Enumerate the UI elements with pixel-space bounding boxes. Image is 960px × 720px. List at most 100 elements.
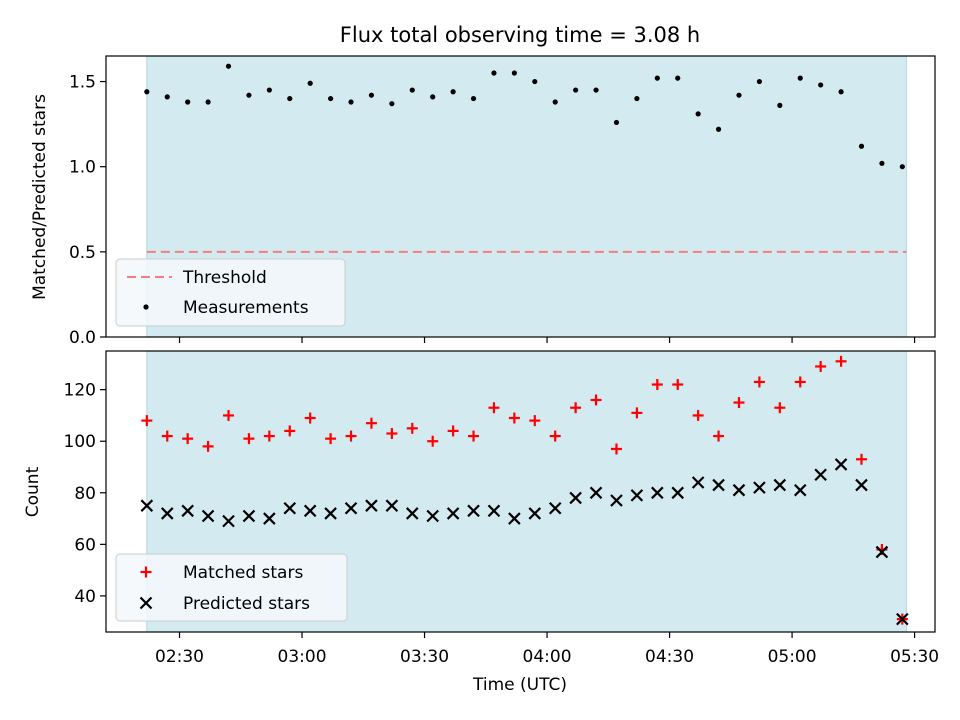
chart-title: Flux total observing time = 3.08 h	[340, 23, 700, 47]
measurement-point	[695, 111, 701, 117]
matched-star-point	[753, 376, 765, 388]
measurement-point	[634, 95, 640, 102]
measurement-point	[246, 92, 252, 98]
legend-measurements-swatch	[143, 304, 149, 310]
predicted-star-point	[385, 499, 399, 512]
matched-star-point	[672, 379, 684, 391]
matched-star-point	[447, 425, 459, 437]
top-legend-box	[115, 258, 346, 327]
top-legend: Threshold Measurements	[115, 258, 346, 327]
matched-star-point	[508, 412, 520, 424]
top-y-tick-label: 0.5	[69, 243, 96, 263]
top-y-tick-label: 1.5	[69, 73, 96, 93]
predicted-star-point	[610, 494, 623, 507]
top-y-tick-label: 1.0	[69, 158, 96, 178]
predicted-star-point	[222, 514, 235, 528]
predicted-star-point	[569, 491, 582, 505]
measurement-point	[287, 95, 293, 102]
x-tick-label: 05:00	[768, 647, 817, 667]
top-x-ticks	[178, 337, 916, 343]
predicted-star-point	[589, 486, 603, 500]
measurement-point	[470, 95, 477, 102]
matched-star-point	[794, 376, 806, 388]
measurement-point	[368, 92, 375, 98]
predicted-star-point	[793, 483, 807, 497]
predicted-star-point	[630, 489, 644, 502]
bottom-legend-box	[115, 553, 348, 622]
matched-star-point	[468, 430, 480, 442]
count-panel: 40 60 80 100 120 02:30 03:00 03:30 04:00 04:30 05…	[23, 350, 939, 695]
predicted-star-point	[160, 507, 174, 520]
matched-star-point	[835, 355, 847, 367]
measurement-point	[144, 89, 150, 95]
bottom-y-axis: 40 60 80 100 120	[64, 381, 106, 607]
predicted-star-point	[528, 507, 542, 520]
x-axis-label: Time (UTC)	[472, 675, 567, 695]
matched-star-point	[855, 453, 867, 465]
predicted-star-point	[548, 501, 562, 515]
predicted-star-point	[181, 504, 194, 518]
measurement-point	[654, 75, 660, 81]
predicted-star-point	[263, 512, 276, 525]
predicted-star-point	[691, 476, 705, 489]
x-tick-label: 04:00	[523, 647, 572, 667]
matched-star-point	[182, 433, 194, 445]
bottom-y-tick-label: 80	[74, 484, 96, 504]
predicted-star-points	[140, 458, 909, 626]
predicted-star-point	[365, 499, 378, 512]
predicted-star-point	[201, 509, 215, 523]
matched-star-point	[549, 430, 561, 442]
measurement-point	[225, 63, 232, 69]
matched-star-point	[733, 397, 745, 409]
matched-star-point	[774, 402, 786, 414]
measurement-point	[328, 95, 334, 102]
matched-star-point	[406, 422, 418, 434]
bottom-legend: Matched stars Predicted stars	[115, 553, 348, 622]
x-tick-label: 04:30	[645, 647, 694, 667]
legend-measurements-label: Measurements	[183, 298, 309, 318]
bottom-y-tick-label: 120	[64, 381, 96, 401]
measurement-point	[838, 89, 844, 95]
matched-star-point	[529, 415, 541, 427]
predicted-star-point	[896, 612, 909, 626]
matched-star-point	[284, 425, 296, 437]
predicted-star-point	[467, 504, 480, 518]
x-tick-label: 03:00	[278, 647, 327, 667]
measurement-point	[613, 119, 620, 126]
bottom-y-tick-label: 100	[64, 432, 96, 452]
measurement-point	[715, 126, 722, 132]
predicted-star-point	[324, 507, 337, 520]
predicted-star-point	[855, 478, 868, 492]
measurement-point	[409, 87, 415, 93]
matched-star-point	[345, 430, 357, 442]
measurement-point	[858, 143, 865, 149]
measurement-point	[532, 78, 538, 85]
matched-star-point	[488, 402, 500, 414]
bottom-x-axis: 02:30 03:00 03:30 04:00 04:30 05:00 05:30	[155, 632, 939, 667]
x-tick-label: 03:30	[400, 647, 449, 667]
predicted-star-point	[303, 504, 317, 518]
measurement-point	[266, 87, 272, 93]
measurement-point	[756, 78, 762, 85]
top-y-axis-label: Matched/Predicted stars	[30, 94, 50, 300]
top-y-axis: 0.0 0.5 1.0 1.5	[69, 73, 106, 348]
measurement-point	[491, 70, 497, 76]
predicted-star-point	[875, 545, 889, 559]
predicted-star-point	[814, 468, 827, 482]
measurement-point	[185, 99, 191, 105]
legend-matched-swatch	[140, 566, 152, 578]
bottom-y-axis-label: Count	[23, 466, 43, 517]
predicted-star-point	[753, 481, 766, 494]
matched-star-point	[202, 440, 214, 452]
predicted-star-point	[712, 478, 725, 492]
matched-star-point	[651, 379, 663, 391]
matched-star-point	[243, 433, 255, 445]
bottom-y-tick-label: 40	[74, 587, 96, 607]
predicted-star-point	[446, 507, 460, 520]
bottom-plot-frame	[105, 350, 936, 633]
predicted-star-point	[344, 501, 358, 515]
measurement-point	[205, 99, 211, 105]
matched-star-point	[365, 417, 377, 429]
x-tick-label: 02:30	[155, 647, 204, 667]
